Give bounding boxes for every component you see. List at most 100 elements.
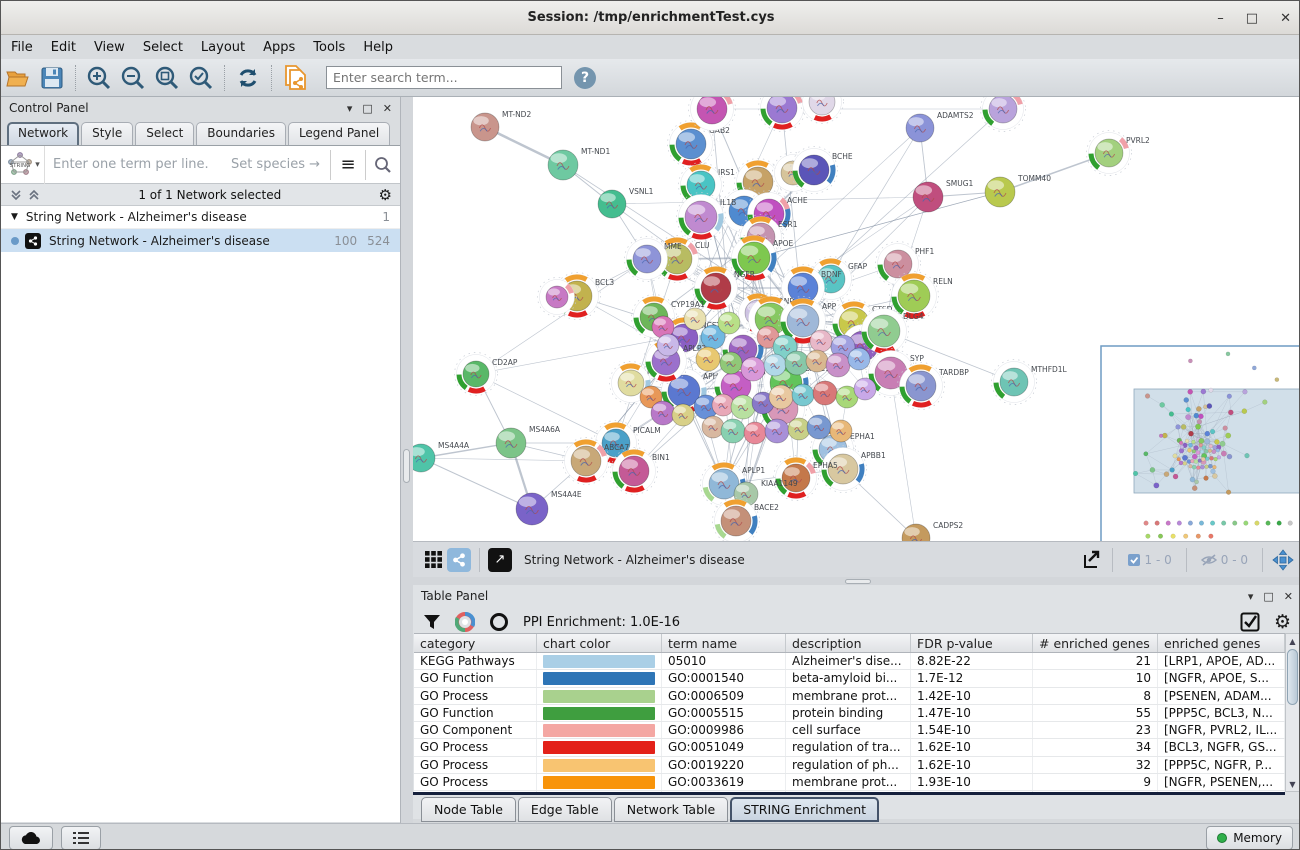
global-search-input[interactable] <box>326 66 562 89</box>
panel-splitter-horizontal[interactable] <box>413 577 1299 585</box>
export-network-button[interactable] <box>1080 548 1104 572</box>
pie-chart-icon[interactable] <box>455 612 475 632</box>
string-confidence-button[interactable] <box>447 547 471 572</box>
save-session-button[interactable] <box>35 62 69 94</box>
menu-item[interactable]: File <box>11 39 33 55</box>
network-canvas[interactable]: MT-ND2MT-ND1VSNL1GAB2IRS1CHATABCA2BCHETN… <box>413 97 1299 541</box>
table-tab[interactable]: Node Table <box>421 797 516 822</box>
network-row-selected[interactable]: String Network - Alzheimer's disease 100… <box>1 229 400 252</box>
minimize-button[interactable]: – <box>1217 10 1224 26</box>
table-scrollbar[interactable]: ▲ ▼ <box>1285 633 1299 792</box>
column-header[interactable]: term name <box>662 634 786 652</box>
table-settings-gear-icon[interactable]: ⚙ <box>1273 611 1291 633</box>
table-row[interactable]: GO Process GO:0033619 membrane prot... 1… <box>414 774 1285 792</box>
control-panel-tab[interactable]: Select <box>135 122 195 145</box>
network-options-gear-icon[interactable]: ⚙ <box>378 185 392 204</box>
set-species-hint[interactable]: Set species → <box>230 157 320 172</box>
menu-item[interactable]: View <box>93 39 125 55</box>
color-swatch <box>543 741 655 755</box>
cloud-tasks-button[interactable] <box>9 825 53 849</box>
collapse-all-icon[interactable] <box>9 188 23 202</box>
panel-menu-icon[interactable]: ▾ <box>346 101 353 115</box>
table-tab[interactable]: STRING Enrichment <box>730 797 880 822</box>
menu-item[interactable]: Tools <box>313 39 346 55</box>
column-header[interactable]: chart color <box>537 634 662 652</box>
control-panel-tab[interactable]: Boundaries <box>196 122 286 145</box>
string-query-input[interactable]: Enter one term per line. <box>53 157 209 172</box>
menu-item[interactable]: Select <box>142 39 183 55</box>
table-row[interactable]: GO Function GO:0005515 protein binding 1… <box>414 704 1285 723</box>
query-search-button[interactable] <box>366 156 400 174</box>
zoom-selected-icon <box>189 66 213 89</box>
zoom-in-button[interactable] <box>82 62 116 94</box>
tree-expand-icon[interactable]: ▼ <box>11 212 18 222</box>
ring-chart-icon[interactable] <box>489 612 509 632</box>
task-history-button[interactable] <box>61 825 101 849</box>
column-header[interactable]: category <box>414 634 537 652</box>
svg-text:STRING: STRING <box>10 163 31 169</box>
control-panel-tab[interactable]: Legend Panel <box>287 122 391 145</box>
table-row[interactable]: GO Process GO:0050435 beta-amyloid m... … <box>414 791 1285 792</box>
table-tab[interactable]: Edge Table <box>517 797 612 822</box>
open-in-string-button[interactable]: ↗ <box>488 547 512 572</box>
column-header[interactable]: description <box>786 634 911 652</box>
table-row[interactable]: GO Process GO:0019220 regulation of ph..… <box>414 756 1285 775</box>
table-tab[interactable]: Network Table <box>613 797 729 822</box>
cell-category: GO Function <box>414 670 537 687</box>
menu-item[interactable]: Help <box>363 39 393 55</box>
cell-description: beta-amyloid bi... <box>786 670 911 687</box>
help-button[interactable]: ? <box>574 66 596 89</box>
refresh-button[interactable] <box>231 62 265 94</box>
cell-term: GO:0001540 <box>662 670 786 687</box>
table-panel-float-icon[interactable]: □ <box>1263 589 1274 603</box>
table-row[interactable]: GO Function GO:0001540 beta-amyloid bi..… <box>414 670 1285 688</box>
network-from-file-button[interactable] <box>278 62 312 94</box>
cell-gene-count: 32 <box>1033 756 1158 774</box>
column-header[interactable]: # enriched genes <box>1033 634 1158 652</box>
panel-close-icon[interactable]: ✕ <box>382 101 392 115</box>
query-options-button[interactable]: ≡ <box>331 154 365 175</box>
export-icon <box>1083 550 1099 568</box>
table-row[interactable]: KEGG Pathways 05010 Alzheimer's dise... … <box>414 653 1285 671</box>
panel-float-icon[interactable]: □ <box>362 101 373 115</box>
select-rows-checkbox-icon[interactable] <box>1240 612 1260 632</box>
table-panel-menu-icon[interactable]: ▾ <box>1247 589 1254 603</box>
expand-all-icon[interactable] <box>27 188 41 202</box>
svg-text:MS4A6A: MS4A6A <box>529 425 561 434</box>
zoom-selected-button[interactable] <box>184 62 218 94</box>
zoom-fit-button[interactable] <box>150 62 184 94</box>
scroll-down-icon[interactable]: ▼ <box>1289 779 1296 789</box>
open-session-button[interactable] <box>1 62 35 94</box>
table-row[interactable]: GO Process GO:0051049 regulation of tra.… <box>414 739 1285 757</box>
grid-view-button[interactable] <box>419 544 447 576</box>
panel-splitter-vertical[interactable] <box>401 97 413 823</box>
cell-description: membrane prot... <box>786 774 911 791</box>
menu-item[interactable]: Edit <box>50 39 76 55</box>
memory-button[interactable]: Memory <box>1206 825 1293 849</box>
scroll-up-icon[interactable]: ▲ <box>1289 636 1296 646</box>
scrollbar-thumb[interactable] <box>1287 649 1298 705</box>
menu-item[interactable]: Layout <box>200 39 246 55</box>
table-row[interactable]: GO Process GO:0006509 membrane prot... 1… <box>414 687 1285 705</box>
menu-item[interactable]: Apps <box>263 39 296 55</box>
table-panel-close-icon[interactable]: ✕ <box>1283 589 1293 603</box>
birds-eye-toggle-button[interactable] <box>1271 548 1295 572</box>
chevron-down-icon: ▾ <box>35 159 40 170</box>
filter-icon[interactable] <box>423 613 441 631</box>
table-row[interactable]: GO Component GO:0009986 cell surface 1.5… <box>414 722 1285 740</box>
column-header[interactable]: enriched genes <box>1158 634 1285 652</box>
network-collection-row[interactable]: ▼ String Network - Alzheimer's disease 1 <box>1 206 400 229</box>
zoom-out-button[interactable] <box>116 62 150 94</box>
string-protein-query-dropdown[interactable]: STRING ▾ <box>1 145 45 184</box>
navigation-compass-icon <box>1272 548 1294 571</box>
table-tabs: Node Table Edge Table Network Table STRING … <box>421 797 880 822</box>
network-edge-count: 524 <box>367 233 390 248</box>
column-header[interactable]: FDR p-value <box>911 634 1033 652</box>
control-panel-tab[interactable]: Style <box>81 122 134 145</box>
control-panel: Control Panel ▾ □ ✕ Network Style Select Bo… <box>1 97 401 823</box>
close-button[interactable]: ✕ <box>1280 10 1291 26</box>
control-panel-tab[interactable]: Network <box>7 122 80 145</box>
maximize-button[interactable]: □ <box>1245 10 1259 26</box>
svg-text:ADAMTS2: ADAMTS2 <box>937 111 974 120</box>
